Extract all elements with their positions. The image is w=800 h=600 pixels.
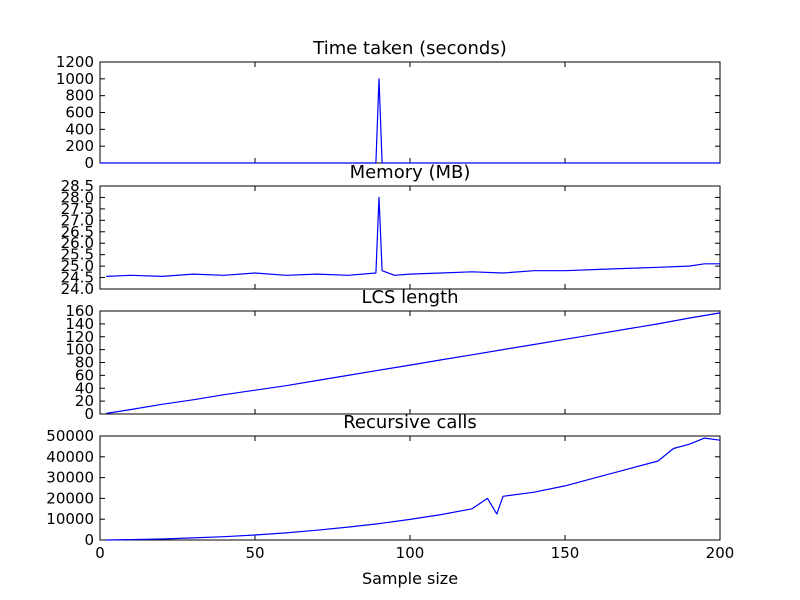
subplot-title: Recursive calls xyxy=(343,412,477,433)
y-tick-label: 400 xyxy=(65,120,94,138)
x-tick-label: 100 xyxy=(396,544,425,562)
subplot-2: 24.024.525.025.526.026.527.027.528.028.5… xyxy=(61,162,721,298)
x-tick-label: 0 xyxy=(95,544,105,562)
y-tick-label: 28.5 xyxy=(61,177,94,195)
y-tick-label: 1000 xyxy=(56,70,94,88)
y-tick-label: 1200 xyxy=(56,53,94,71)
shared-x-axis: 0 50 100 150 200 xyxy=(95,544,734,562)
series-line-1 xyxy=(100,78,720,164)
y-tick-label: 40 xyxy=(75,379,94,397)
y-tick-label: 10000 xyxy=(46,510,94,528)
y-tick-label: 40000 xyxy=(46,448,94,466)
subplot-title: Memory (MB) xyxy=(350,162,471,183)
y-tick-label: 800 xyxy=(65,87,94,105)
y-tick-label: 20000 xyxy=(46,489,94,507)
y-tick-label: 26.0 xyxy=(61,234,94,252)
y-tick-label: 0 xyxy=(84,405,94,423)
series-line-1 xyxy=(106,312,721,414)
subplot-title: Time taken (seconds) xyxy=(312,38,506,59)
y-tick-label: 20 xyxy=(75,392,94,410)
y-tick-label: 27.5 xyxy=(61,200,94,218)
x-tick-label: 200 xyxy=(706,544,735,562)
y-tick-label: 25.0 xyxy=(61,257,94,275)
y-tick-label: 120 xyxy=(65,328,94,346)
y-tick-label: 0 xyxy=(84,531,94,549)
y-tick-label: 600 xyxy=(65,104,94,122)
y-tick-label: 100 xyxy=(65,341,94,359)
y-tick-label: 160 xyxy=(65,302,94,320)
y-tick-label: 140 xyxy=(65,315,94,333)
y-tick-label: 200 xyxy=(65,137,94,155)
y-tick-label: 24.0 xyxy=(61,280,94,298)
y-tick-label: 0 xyxy=(84,154,94,172)
x-axis-label: Sample size xyxy=(362,569,458,588)
y-tick-label: 28.0 xyxy=(61,188,94,206)
y-tick-label: 26.5 xyxy=(61,223,94,241)
y-tick-label: 30000 xyxy=(46,469,94,487)
series-line-1 xyxy=(106,437,721,541)
y-tick-label: 27.0 xyxy=(61,211,94,229)
y-tick-label: 24.5 xyxy=(61,269,94,287)
subplot-4: 0 10000 20000 30000 40000 50000 Recursive call… xyxy=(46,412,721,549)
subplot-title: LCS length xyxy=(361,287,458,308)
y-tick-label: 25.5 xyxy=(61,246,94,264)
x-tick-label: 50 xyxy=(245,544,264,562)
y-tick-label: 80 xyxy=(75,354,94,372)
y-tick-label: 60 xyxy=(75,366,94,384)
y-tick-label: 50000 xyxy=(46,427,94,445)
x-tick-label: 150 xyxy=(551,544,580,562)
series-line-1 xyxy=(106,196,720,277)
